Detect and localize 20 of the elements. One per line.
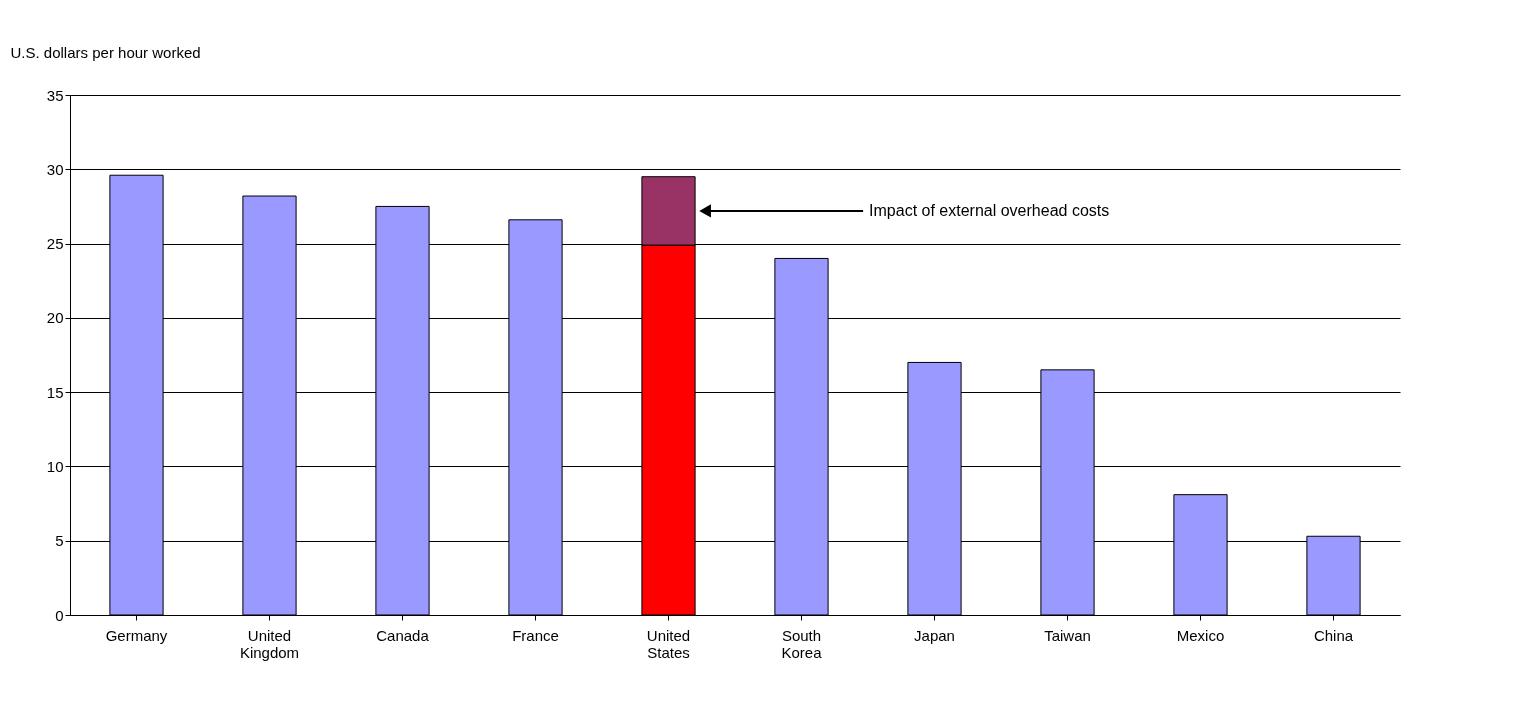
x-tick-label: South Korea bbox=[781, 626, 823, 661]
x-tick-label: Canada bbox=[376, 626, 430, 644]
y-tick-label: 20 bbox=[46, 309, 64, 327]
x-tick-label: Japan bbox=[914, 626, 955, 644]
y-tick-label: 30 bbox=[46, 160, 64, 178]
x-tick-label: Mexico bbox=[1176, 626, 1225, 644]
y-tick-label: 5 bbox=[55, 532, 64, 550]
annotation: Impact of external overhead costs bbox=[869, 201, 1110, 219]
x-tick-label: Taiwan bbox=[1044, 626, 1091, 644]
y-axis-title: U.S. dollars per hour worked bbox=[10, 43, 201, 61]
y-tick-label: 10 bbox=[46, 457, 64, 475]
x-tick-label: United Kingdom bbox=[239, 626, 300, 661]
y-tick-label: 15 bbox=[46, 383, 64, 401]
y-tick-label: 25 bbox=[46, 235, 64, 253]
x-tick-label: China bbox=[1313, 626, 1354, 644]
y-tick-label: 0 bbox=[55, 606, 64, 624]
x-tick-label: Germany bbox=[105, 626, 168, 644]
x-tick-label: France bbox=[512, 626, 559, 644]
y-tick-label: 35 bbox=[46, 86, 64, 104]
x-tick-label: United States bbox=[646, 626, 691, 661]
